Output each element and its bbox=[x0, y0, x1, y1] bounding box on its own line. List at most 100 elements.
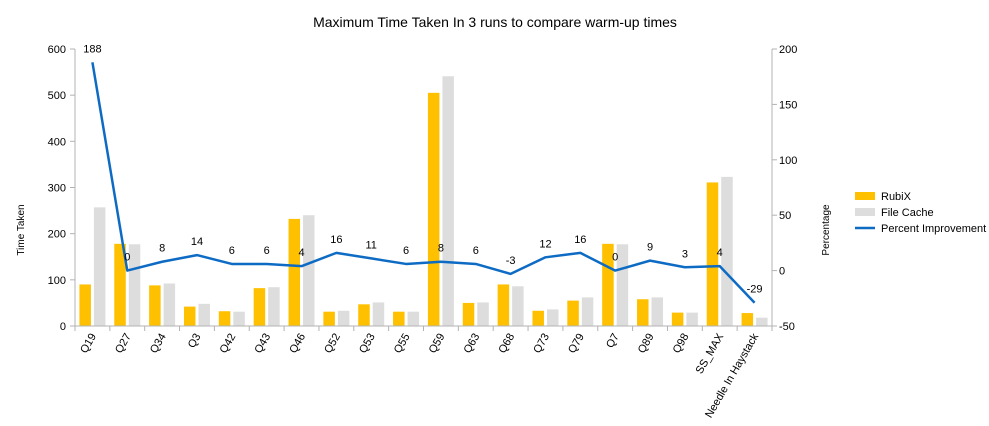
bar-file-cache bbox=[546, 309, 559, 326]
data-label-percent-improvement: 12 bbox=[539, 238, 551, 250]
legend-label-percent-improvement: Percent Improvement bbox=[881, 223, 986, 235]
bar-rubix bbox=[393, 311, 405, 326]
bar-rubix bbox=[741, 313, 754, 326]
y2-tick-label: 150 bbox=[779, 99, 797, 111]
bar-file-cache bbox=[128, 244, 141, 326]
data-label-percent-improvement: 4 bbox=[298, 247, 304, 259]
x-axis-ticks: Q19 Q27 Q34 Q3 Q42 Q43 Q46 Q52 Q53 Q55 Q59 Q63 Q68 Q7… bbox=[74, 326, 773, 420]
y-tick-label: 200 bbox=[48, 229, 66, 241]
bar-file-cache bbox=[372, 302, 385, 326]
bar-rubix bbox=[253, 288, 266, 326]
x-tick-label: Q53 bbox=[357, 332, 378, 356]
bar-file-cache bbox=[616, 244, 629, 326]
x-tick-label: Q3 bbox=[186, 332, 204, 351]
x-tick-label: Q46 bbox=[287, 332, 308, 356]
data-label-percent-improvement: 0 bbox=[124, 252, 130, 264]
x-tick-label: Q63 bbox=[462, 332, 483, 356]
bar-file-cache bbox=[756, 317, 768, 326]
line-percent-improvement bbox=[91, 62, 756, 304]
bar-rubix bbox=[497, 284, 510, 326]
x-tick-label: Q43 bbox=[252, 332, 273, 356]
data-label-percent-improvement: 9 bbox=[647, 242, 653, 254]
x-tick-label: Q7 bbox=[604, 332, 622, 351]
bar-rubix bbox=[427, 92, 440, 326]
data-label-percent-improvement: 8 bbox=[159, 243, 165, 255]
bar-file-cache bbox=[651, 297, 664, 326]
legend-swatch-rubix bbox=[855, 192, 875, 200]
bar-file-cache bbox=[233, 311, 245, 326]
x-tick-label: Q55 bbox=[392, 332, 413, 356]
legend-label-file-cache: File Cache bbox=[881, 207, 934, 219]
legend-swatch-file-cache bbox=[855, 208, 875, 216]
x-tick-label: Q19 bbox=[78, 332, 99, 356]
y-tick-label: 0 bbox=[60, 321, 66, 333]
bar-file-cache bbox=[163, 283, 176, 326]
bar-file-cache bbox=[581, 297, 594, 326]
bar-rubix bbox=[288, 218, 301, 326]
data-label-percent-improvement: 3 bbox=[682, 248, 688, 260]
data-label-percent-improvement: 6 bbox=[229, 245, 235, 257]
data-label-percent-improvement: 4 bbox=[717, 247, 723, 259]
data-label-percent-improvement: -29 bbox=[747, 284, 763, 296]
y2-axis-title: Percentage bbox=[821, 204, 832, 256]
data-label-percent-improvement: -3 bbox=[506, 255, 516, 267]
percent-line-layer bbox=[91, 62, 756, 304]
y-tick-label: 500 bbox=[48, 90, 66, 102]
bar-file-cache bbox=[477, 302, 489, 326]
bar-file-cache bbox=[93, 207, 106, 326]
bar-rubix bbox=[532, 310, 544, 326]
bar-file-cache bbox=[512, 286, 524, 326]
x-tick-label: Q73 bbox=[531, 332, 552, 356]
y2-tick-label: 0 bbox=[779, 266, 785, 278]
bar-file-cache bbox=[721, 176, 733, 326]
data-label-percent-improvement: 6 bbox=[264, 245, 270, 257]
data-label-percent-improvement: 11 bbox=[366, 239, 377, 251]
bar-rubix bbox=[218, 311, 231, 326]
bar-file-cache bbox=[268, 287, 280, 326]
bar-rubix bbox=[79, 284, 91, 326]
right-axis-ticks: -50 0 50 100 150 200 bbox=[772, 44, 797, 333]
y2-tick-label: -50 bbox=[779, 321, 795, 333]
bar-rubix bbox=[183, 306, 196, 326]
y-tick-label: 400 bbox=[48, 136, 66, 148]
bar-file-cache bbox=[686, 312, 698, 326]
data-label-percent-improvement: 14 bbox=[191, 236, 203, 248]
y-tick-label: 600 bbox=[48, 44, 66, 56]
data-label-percent-improvement: 0 bbox=[612, 252, 618, 264]
x-tick-label: Q98 bbox=[671, 332, 692, 356]
bar-rubix bbox=[149, 285, 161, 326]
bar-rubix bbox=[462, 302, 475, 326]
data-labels-layer: 188 0 8 14 6 6 4 16 11 6 8 6 -3 12 16 0 9 3 4 -29 bbox=[83, 43, 762, 295]
x-tick-label: Q59 bbox=[427, 332, 448, 356]
bars-layer bbox=[79, 76, 768, 326]
data-label-percent-improvement: 8 bbox=[438, 243, 444, 255]
data-label-percent-improvement: 6 bbox=[403, 245, 409, 257]
x-tick-label: Q34 bbox=[148, 332, 169, 356]
bar-rubix bbox=[114, 243, 126, 326]
bar-file-cache bbox=[337, 310, 350, 326]
data-label-percent-improvement: 188 bbox=[83, 43, 101, 55]
bar-rubix bbox=[671, 312, 684, 326]
x-tick-label: Q89 bbox=[636, 332, 657, 356]
bar-rubix bbox=[567, 300, 579, 326]
bar-rubix bbox=[637, 299, 649, 326]
bar-rubix bbox=[602, 243, 614, 326]
x-tick-label: Q42 bbox=[218, 332, 239, 356]
bar-rubix bbox=[323, 311, 335, 326]
x-tick-label: Q68 bbox=[496, 332, 517, 356]
y-tick-label: 100 bbox=[48, 275, 66, 287]
data-label-percent-improvement: 16 bbox=[574, 234, 586, 246]
x-tick-label: Q27 bbox=[113, 332, 134, 356]
x-tick-label: Q79 bbox=[566, 332, 587, 356]
y-tick-label: 300 bbox=[48, 183, 66, 195]
left-axis-ticks: 0 100 200 300 400 500 600 bbox=[48, 44, 75, 333]
y-axis-title: Time Taken bbox=[16, 204, 27, 255]
x-tick-label: Q52 bbox=[322, 332, 343, 356]
y2-tick-label: 100 bbox=[779, 155, 797, 167]
bar-file-cache bbox=[303, 215, 315, 326]
bar-file-cache bbox=[198, 303, 210, 326]
y2-tick-label: 50 bbox=[779, 210, 791, 222]
bar-file-cache bbox=[442, 76, 454, 326]
bar-rubix bbox=[706, 182, 719, 326]
